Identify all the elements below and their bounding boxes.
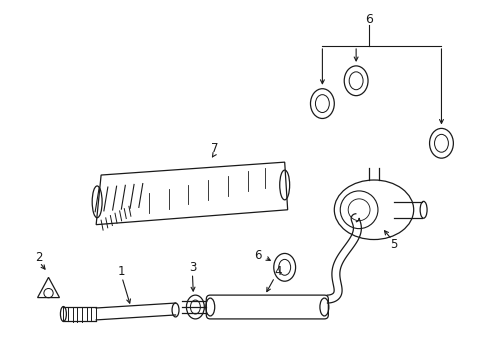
Text: 7: 7	[211, 142, 219, 155]
Text: 6: 6	[254, 249, 262, 262]
Text: 2: 2	[35, 251, 42, 264]
Text: 1: 1	[117, 265, 124, 278]
Text: 4: 4	[273, 265, 281, 278]
Text: 6: 6	[365, 13, 372, 26]
Text: 3: 3	[188, 261, 196, 274]
Text: 5: 5	[389, 238, 397, 251]
